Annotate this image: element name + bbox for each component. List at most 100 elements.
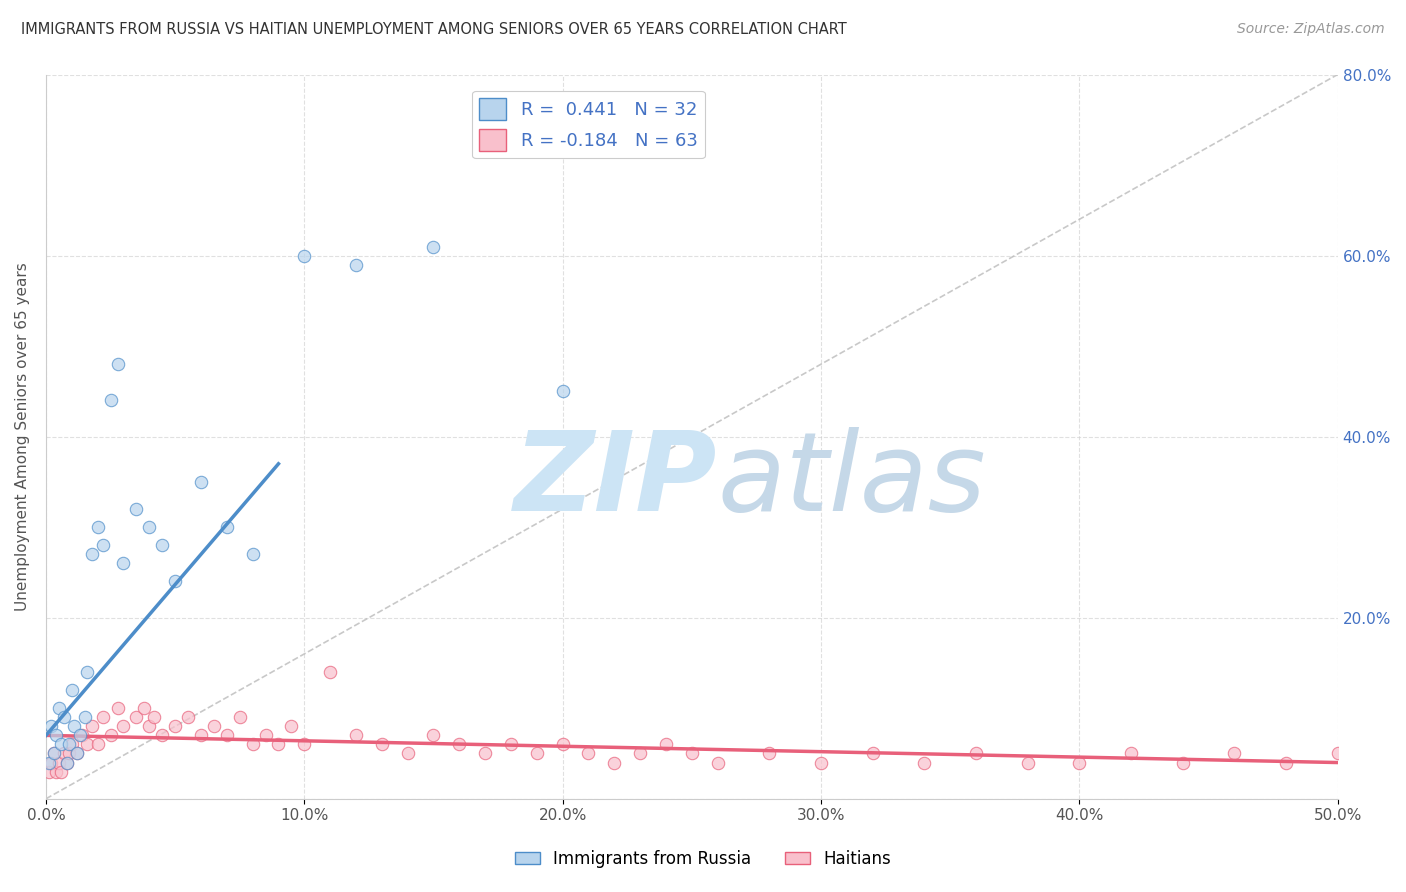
Point [150,538,173,552]
Text: ZIP: ZIP [515,426,717,533]
Point [48,701,70,715]
Point [1223,747,1246,761]
Point [228,710,250,724]
Point [107,357,129,371]
Point [422,728,444,742]
Point [70,728,93,742]
Text: atlas: atlas [717,426,986,533]
Legend: R =  0.441   N = 32, R = -0.184   N = 63: R = 0.441 N = 32, R = -0.184 N = 63 [472,91,704,158]
Point [100,393,122,408]
Point [474,747,496,761]
Point [1017,756,1039,770]
Point [655,738,678,752]
Point [51,738,73,752]
Text: IMMIGRANTS FROM RUSSIA VS HAITIAN UNEMPLOYMENT AMONG SENIORS OVER 65 YEARS CORRE: IMMIGRANTS FROM RUSSIA VS HAITIAN UNEMPL… [21,22,846,37]
Point [53,747,76,761]
Point [150,728,173,742]
Point [45,764,67,779]
Point [1069,756,1091,770]
Point [1275,756,1298,770]
Point [551,384,574,399]
Point [73,710,96,724]
Point [58,738,80,752]
Point [82,719,104,733]
Point [292,738,315,752]
Point [526,747,548,761]
Legend: Immigrants from Russia, Haitians: Immigrants from Russia, Haitians [509,844,897,875]
Point [1119,747,1142,761]
Point [76,738,98,752]
Point [319,665,342,679]
Point [603,756,626,770]
Point [39,719,62,733]
Point [681,747,703,761]
Point [628,747,651,761]
Point [100,728,122,742]
Point [76,665,98,679]
Point [215,728,238,742]
Point [165,719,187,733]
Point [48,756,70,770]
Y-axis label: Unemployment Among Seniors over 65 years: Unemployment Among Seniors over 65 years [15,262,30,611]
Point [55,756,77,770]
Point [51,764,73,779]
Point [1326,747,1348,761]
Point [60,683,83,698]
Point [112,557,135,571]
Point [69,728,91,742]
Point [82,547,104,561]
Point [862,747,884,761]
Point [107,701,129,715]
Point [344,728,367,742]
Point [202,719,225,733]
Point [53,710,76,724]
Point [125,710,148,724]
Point [66,747,89,761]
Point [344,258,367,272]
Point [292,249,315,263]
Point [396,747,419,761]
Point [86,520,108,534]
Text: Source: ZipAtlas.com: Source: ZipAtlas.com [1237,22,1385,37]
Point [1171,756,1194,770]
Point [66,747,89,761]
Point [254,728,277,742]
Point [138,520,160,534]
Point [45,728,67,742]
Point [112,719,135,733]
Point [190,728,212,742]
Point [38,756,60,770]
Point [449,738,471,752]
Point [215,520,238,534]
Point [551,738,574,752]
Point [965,747,987,761]
Point [38,764,60,779]
Point [39,756,62,770]
Point [86,738,108,752]
Point [55,756,77,770]
Point [58,747,80,761]
Point [242,738,264,752]
Point [371,738,394,752]
Point [143,710,166,724]
Point [267,738,290,752]
Point [125,502,148,516]
Point [706,756,728,770]
Point [42,747,65,761]
Point [578,747,600,761]
Point [422,239,444,253]
Point [134,701,156,715]
Point [758,747,780,761]
Point [190,475,212,489]
Point [242,547,264,561]
Point [177,710,200,724]
Point [63,719,86,733]
Point [810,756,832,770]
Point [165,574,187,589]
Point [138,719,160,733]
Point [912,756,935,770]
Point [280,719,302,733]
Point [91,710,114,724]
Point [91,538,114,552]
Point [499,738,522,752]
